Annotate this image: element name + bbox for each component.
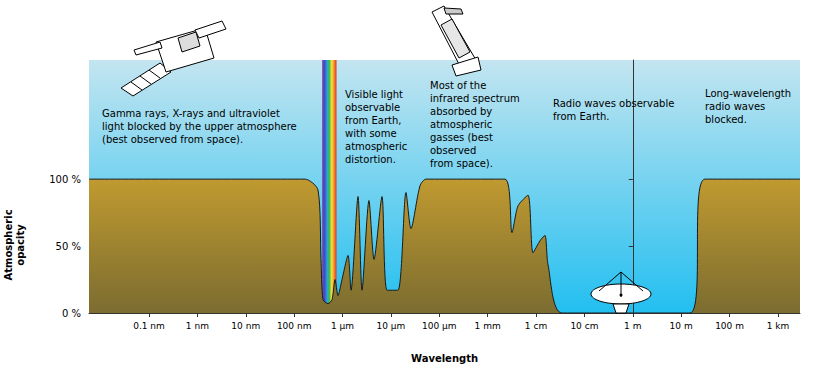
svg-text:absorbed by: absorbed by — [430, 106, 492, 117]
svg-text:0 %: 0 % — [62, 308, 81, 319]
svg-text:10 cm: 10 cm — [570, 321, 598, 331]
svg-text:Gamma rays, X-rays and ultravi: Gamma rays, X-rays and ultraviolet — [102, 108, 280, 119]
svg-text:100 %: 100 % — [49, 174, 81, 185]
svg-text:with some: with some — [345, 128, 397, 139]
svg-text:gasses (best: gasses (best — [430, 132, 493, 143]
svg-text:blocked.: blocked. — [705, 114, 747, 125]
svg-text:Visible light: Visible light — [345, 89, 403, 100]
svg-text:from space).: from space). — [430, 158, 493, 169]
svg-text:1 km: 1 km — [767, 321, 790, 331]
svg-text:1 cm: 1 cm — [525, 321, 547, 331]
svg-text:Atmospheric: Atmospheric — [3, 209, 14, 280]
svg-text:atmospheric: atmospheric — [430, 119, 492, 130]
svg-text:1 m: 1 m — [624, 321, 641, 331]
svg-text:0.1 nm: 0.1 nm — [133, 321, 165, 331]
svg-text:1 nm: 1 nm — [186, 321, 209, 331]
svg-text:10 nm: 10 nm — [231, 321, 260, 331]
svg-text:Most of the: Most of the — [430, 80, 486, 91]
svg-text:Wavelength: Wavelength — [411, 353, 478, 364]
svg-text:infrared spectrum: infrared spectrum — [430, 93, 520, 104]
svg-text:from Earth.: from Earth. — [553, 111, 609, 122]
svg-text:(best observed from space).: (best observed from space). — [102, 134, 243, 145]
svg-text:100 nm: 100 nm — [277, 321, 312, 331]
svg-text:1 µm: 1 µm — [331, 321, 354, 331]
svg-text:light blocked by the upper atm: light blocked by the upper atmosphere — [102, 121, 297, 132]
svg-text:radio waves: radio waves — [705, 101, 765, 112]
svg-text:opacity: opacity — [15, 224, 26, 266]
svg-text:distortion.: distortion. — [345, 154, 396, 165]
svg-text:observable: observable — [345, 102, 400, 113]
svg-text:100 µm: 100 µm — [422, 321, 457, 331]
svg-text:from Earth,: from Earth, — [345, 115, 401, 126]
svg-text:50 %: 50 % — [56, 241, 81, 252]
svg-text:observed: observed — [430, 145, 476, 156]
svg-text:Long-wavelength: Long-wavelength — [705, 88, 791, 99]
svg-text:10 µm: 10 µm — [376, 321, 405, 331]
svg-text:Radio waves observable: Radio waves observable — [553, 98, 674, 109]
svg-text:atmospheric: atmospheric — [345, 141, 407, 152]
svg-text:100 m: 100 m — [715, 321, 744, 331]
svg-text:1 mm: 1 mm — [475, 321, 501, 331]
svg-text:10 m: 10 m — [670, 321, 693, 331]
